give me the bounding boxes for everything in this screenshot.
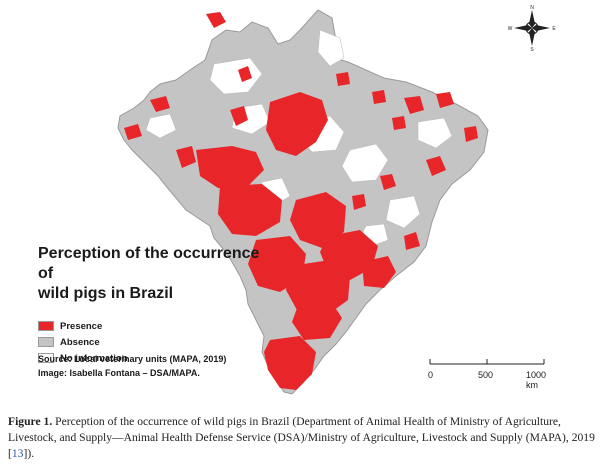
map-figure: N S W E Perception of the occurrence of …	[38, 5, 556, 396]
legend-item-presence: Presence	[38, 318, 278, 334]
scale-bar-graphic	[429, 359, 545, 365]
presence-areas	[124, 12, 478, 390]
absence-swatch	[38, 337, 54, 347]
legend-title-line2: wild pigs in Brazil	[38, 285, 174, 302]
caption-end: ]).	[23, 447, 35, 460]
brazil-map	[117, 9, 489, 395]
legend-title: Perception of the occurrence of wild pig…	[38, 244, 278, 304]
legend-list: Presence Absence No information	[38, 318, 278, 366]
map-source: Source: Local veterinary units (MAPA, 20…	[38, 352, 226, 380]
scale-bar: 0 500 1000 km	[428, 356, 548, 396]
legend-item-absence: Absence	[38, 334, 278, 350]
image-credit-line: Image: Isabella Fontana – DSA/MAPA.	[38, 368, 200, 378]
legend-item-no-information: No information	[38, 350, 278, 366]
legend-title-line1: Perception of the occurrence of	[38, 245, 260, 282]
scale-tick-500: 500	[478, 370, 494, 380]
compass-n: N	[530, 5, 534, 11]
map-legend: Perception of the occurrence of wild pig…	[38, 244, 278, 366]
figure-caption: Figure 1. Perception of the occurrence o…	[8, 414, 596, 462]
compass-s: S	[530, 47, 534, 52]
legend-label: Presence	[60, 320, 103, 332]
no-information-swatch	[38, 353, 54, 363]
compass-rose: N S W E	[508, 5, 556, 52]
scale-tick-0: 0	[428, 370, 434, 380]
caption-label: Figure 1.	[8, 415, 53, 428]
legend-label: No information	[60, 352, 128, 364]
reference-link[interactable]: 13	[11, 447, 24, 460]
source-line: Source: Local veterinary units (MAPA, 20…	[38, 354, 227, 364]
scale-tick-1000: 1000 km	[526, 370, 547, 390]
compass-e: E	[552, 26, 556, 32]
compass-w: W	[508, 26, 513, 32]
presence-swatch	[38, 321, 54, 331]
caption-text: Perception of the occurrence of wild pig…	[8, 415, 595, 460]
legend-label: Absence	[60, 336, 100, 348]
